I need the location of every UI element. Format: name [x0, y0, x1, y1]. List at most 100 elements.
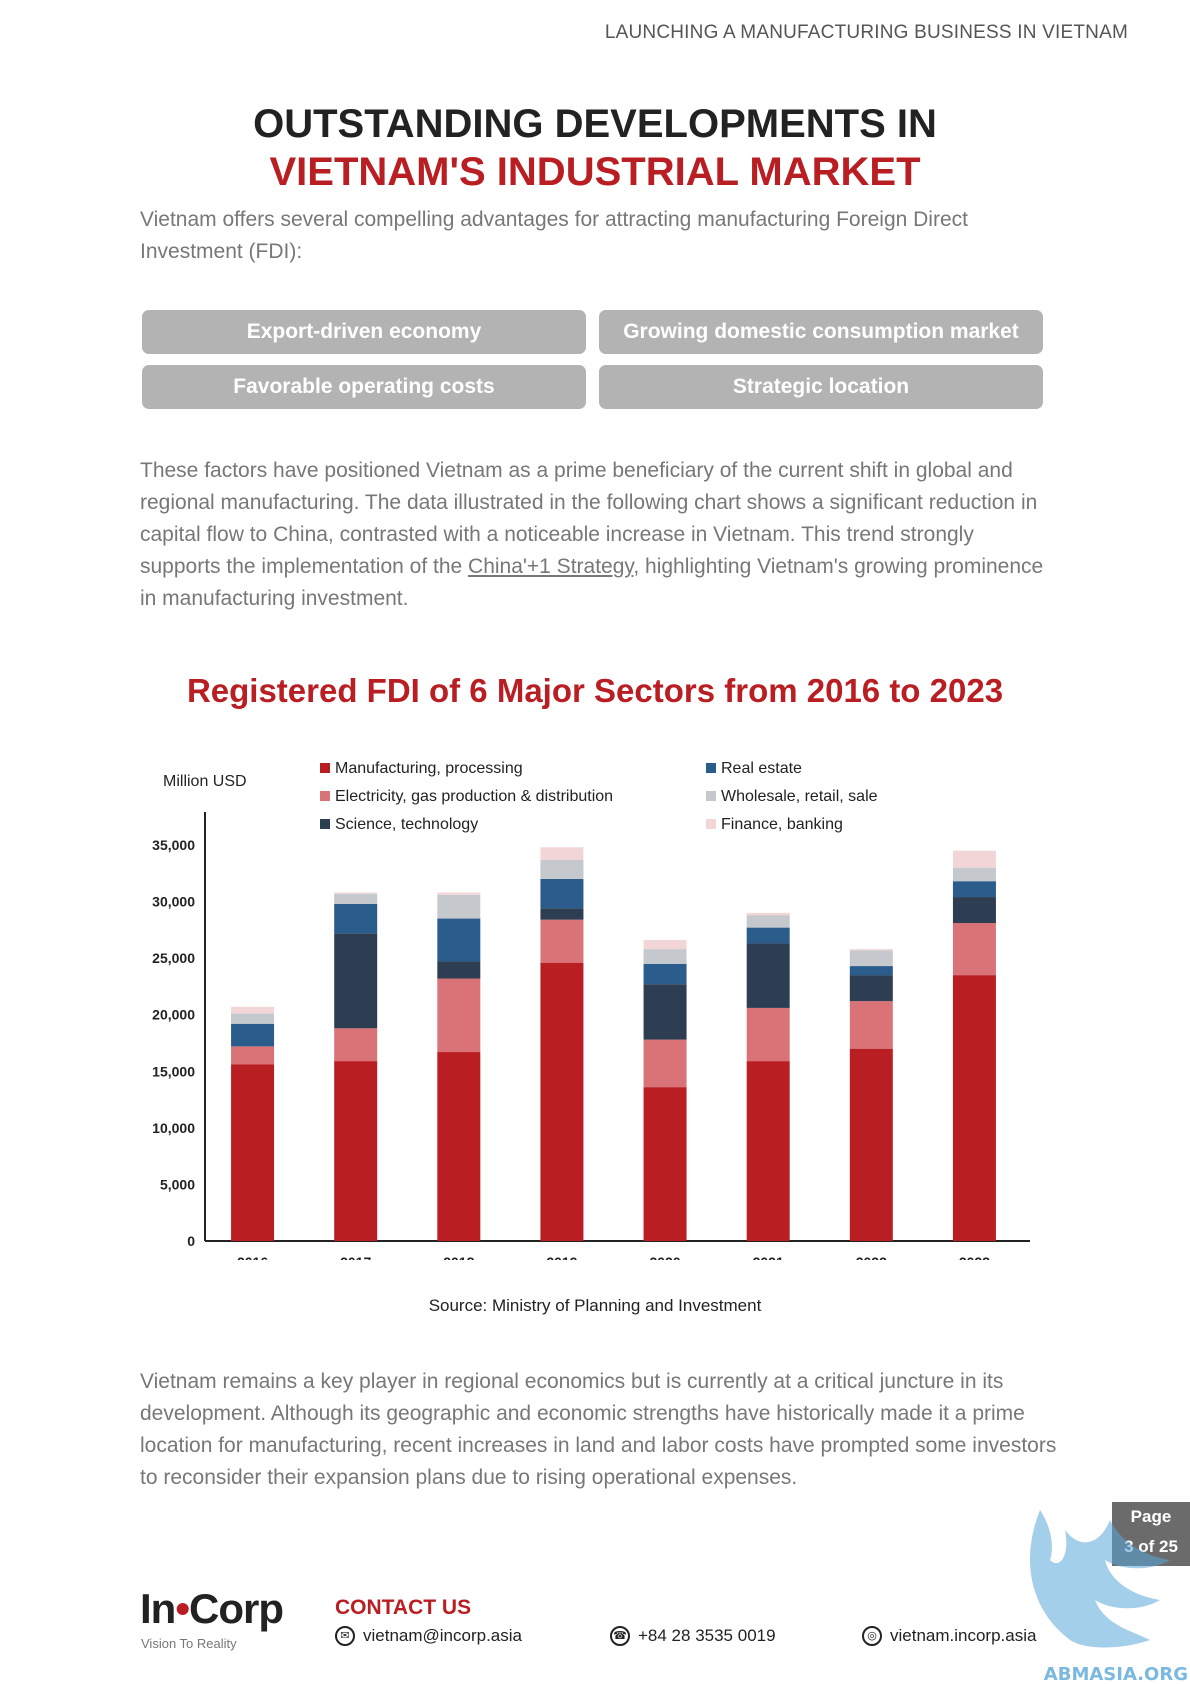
y-tick-label: 15,000	[152, 1063, 195, 1079]
legend-swatch	[706, 791, 716, 801]
x-tick-label: 2017	[340, 1254, 371, 1260]
bar-segment	[437, 918, 481, 962]
bar-segment	[334, 933, 378, 1029]
bar-segment	[540, 878, 584, 909]
bar-segment	[540, 962, 584, 1241]
bar-segment	[746, 927, 790, 944]
x-tick-label: 2019	[546, 1254, 577, 1260]
china-plus-one-link[interactable]: China'+1 Strategy	[468, 555, 634, 578]
chart-title: Registered FDI of 6 Major Sectors from 2…	[186, 672, 1004, 709]
bar-segment	[334, 1028, 378, 1062]
bar-segment	[437, 1052, 481, 1241]
bar-segment	[231, 1046, 275, 1065]
bar-segment	[334, 903, 378, 934]
contact-website[interactable]: ◎ vietnam.incorp.asia	[862, 1626, 1036, 1646]
bar-segment	[334, 892, 378, 894]
bar-segment	[334, 1061, 378, 1241]
bar-segment	[643, 984, 687, 1040]
bar-segment	[540, 919, 584, 963]
legend-swatch	[320, 791, 330, 801]
x-tick-label: 2018	[443, 1254, 474, 1260]
context-paragraph: These factors have positioned Vietnam as…	[140, 455, 1060, 615]
email-text: vietnam@incorp.asia	[363, 1626, 522, 1645]
bar-segment	[746, 912, 790, 916]
x-tick-label: 2016	[237, 1254, 268, 1260]
heading-line-2: VIETNAM'S INDUSTRIAL MARKET	[269, 150, 921, 194]
legend-label: Real estate	[721, 760, 802, 777]
intro-paragraph: Vietnam offers several compelling advant…	[140, 208, 968, 263]
bar-segment	[746, 1061, 790, 1241]
phone-icon: ☎	[610, 1626, 630, 1646]
page-label: Page	[1130, 1507, 1172, 1526]
bar-segment	[334, 893, 378, 904]
bar-segment	[231, 1064, 275, 1241]
bar-segment	[643, 1039, 687, 1088]
legend-label: Wholesale, retail, sale	[721, 788, 878, 805]
bar-segment	[643, 1087, 687, 1241]
bar-segment	[437, 961, 481, 979]
bar-segment	[746, 943, 790, 1008]
bar-segment	[849, 966, 893, 976]
y-tick-label: 30,000	[152, 894, 195, 910]
contact-email[interactable]: ✉ vietnam@incorp.asia	[335, 1626, 522, 1646]
legend-label: Science, technology	[335, 816, 478, 833]
fdi-stacked-bar-chart: Million USD 0 5,000 10,000 15,000 20,000 25,00…	[152, 760, 1030, 1260]
bar-segment	[849, 975, 893, 1002]
x-tick-label: 2022	[856, 1254, 887, 1260]
legend-label: Finance, banking	[721, 816, 843, 833]
bar-segment	[746, 1007, 790, 1062]
logo-tagline: Vision To Reality	[141, 1636, 237, 1651]
legend-label: Manufacturing, processing	[335, 760, 523, 777]
advantage-operating-costs: Favorable operating costs	[142, 365, 586, 409]
bar-segment	[952, 867, 996, 882]
bar-segment	[746, 915, 790, 928]
bar-segment	[849, 1001, 893, 1049]
y-axis-label: Million USD	[163, 773, 247, 790]
y-tick-label: 35,000	[152, 837, 195, 853]
bar-segment	[437, 892, 481, 895]
bar-segment	[540, 847, 584, 860]
y-tick-label: 20,000	[152, 1007, 195, 1023]
x-tick-label: 2021	[753, 1254, 784, 1260]
phone-text: +84 28 3535 0019	[638, 1626, 776, 1645]
watermark-logo: ABMASIA.ORG	[1030, 1510, 1188, 1684]
contact-phone[interactable]: ☎ +84 28 3535 0019	[610, 1626, 776, 1646]
bar-segment	[540, 859, 584, 879]
advantage-domestic-market: Growing domestic consumption market	[599, 310, 1043, 354]
document-header-title: LAUNCHING A MANUFACTURING BUSINESS IN VI…	[604, 22, 1128, 43]
bar-segment	[643, 963, 687, 985]
bar-segment	[952, 850, 996, 868]
bar-segment	[952, 923, 996, 976]
bar-segment	[849, 949, 893, 951]
legend-swatch	[706, 763, 716, 773]
legend-swatch	[706, 819, 716, 829]
y-tick-label: 25,000	[152, 950, 195, 966]
y-tick-label: 5,000	[160, 1176, 195, 1192]
bar-segment	[231, 1013, 275, 1024]
context-text-before: These factors have positioned Vietnam as…	[140, 459, 1038, 578]
context-text-after: , highlighting Vietnam's growing promine…	[140, 555, 1044, 610]
x-tick-label: 2020	[649, 1254, 680, 1260]
contact-title: CONTACT US	[335, 1596, 472, 1619]
watermark-text: ABMASIA.ORG	[1044, 1664, 1188, 1684]
advantage-strategic-location: Strategic location	[599, 365, 1043, 409]
y-tick-label: 0	[187, 1233, 195, 1249]
dragon-icon	[1030, 1510, 1170, 1648]
bar-segment	[849, 1048, 893, 1241]
bar-segment	[437, 894, 481, 919]
bar-segment	[849, 950, 893, 967]
bar-segment	[952, 897, 996, 924]
y-tick-label: 10,000	[152, 1120, 195, 1136]
bar-segment	[952, 975, 996, 1241]
heading-line-1: OUTSTANDING DEVELOPMENTS IN	[253, 102, 937, 146]
legend-swatch	[320, 763, 330, 773]
logo-dot-icon: •	[175, 1585, 190, 1632]
bar-segment	[231, 1023, 275, 1047]
bar-segment	[643, 949, 687, 964]
legend-swatch	[320, 819, 330, 829]
bar-segment	[540, 908, 584, 920]
logo-text-in: In	[140, 1585, 176, 1632]
incorp-logo[interactable]: In•Corp	[140, 1585, 284, 1633]
email-icon: ✉	[335, 1626, 355, 1646]
advantage-export: Export-driven economy	[142, 310, 586, 354]
